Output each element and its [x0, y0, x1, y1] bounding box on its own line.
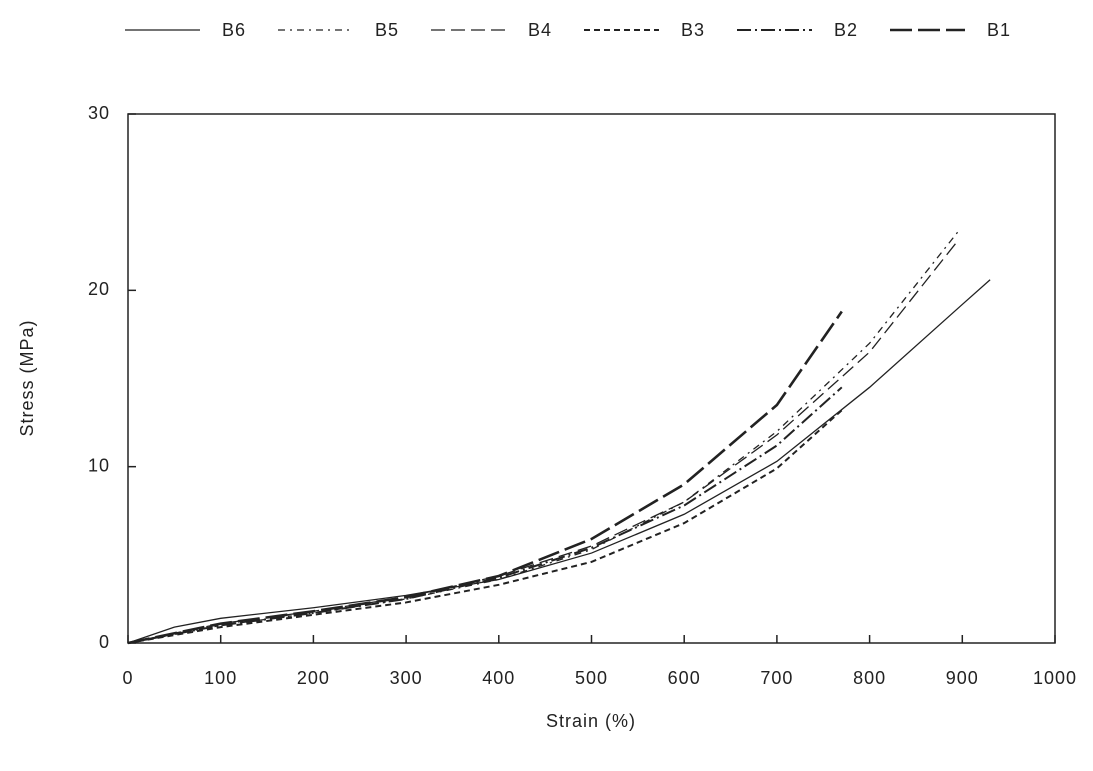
- x-tick-label: 200: [297, 668, 330, 688]
- x-tick-label: 800: [853, 668, 886, 688]
- data-line: [127, 409, 843, 644]
- x-axis-label: Strain (%): [546, 711, 636, 731]
- x-tick-label: 0: [122, 668, 133, 688]
- legend-label: B1: [987, 20, 1011, 40]
- x-tick-label: 700: [760, 668, 793, 688]
- plot-frame: [127, 113, 1056, 644]
- y-tick-label: 10: [88, 455, 110, 475]
- y-tick-label: 30: [88, 103, 110, 123]
- x-tick-label: 300: [390, 668, 423, 688]
- x-tick-label: 900: [946, 668, 979, 688]
- legend-label: B5: [375, 20, 399, 40]
- x-tick-label: 100: [204, 668, 237, 688]
- legend-label: B4: [528, 20, 552, 40]
- data-line: [127, 240, 959, 644]
- x-tick-label: 1000: [1033, 668, 1077, 688]
- legend-label: B2: [834, 20, 858, 40]
- data-line: [127, 231, 959, 644]
- y-axis-label: Stress (MPa): [17, 319, 37, 436]
- x-tick-label: 500: [575, 668, 608, 688]
- x-tick-label: 400: [482, 668, 515, 688]
- data-line: [127, 386, 843, 644]
- legend-label: B6: [222, 20, 246, 40]
- legend-label: B3: [681, 20, 705, 40]
- y-tick-label: 0: [99, 632, 110, 652]
- data-line: [127, 310, 843, 645]
- data-line: [127, 279, 991, 644]
- y-tick-label: 20: [88, 279, 110, 299]
- x-tick-label: 600: [668, 668, 701, 688]
